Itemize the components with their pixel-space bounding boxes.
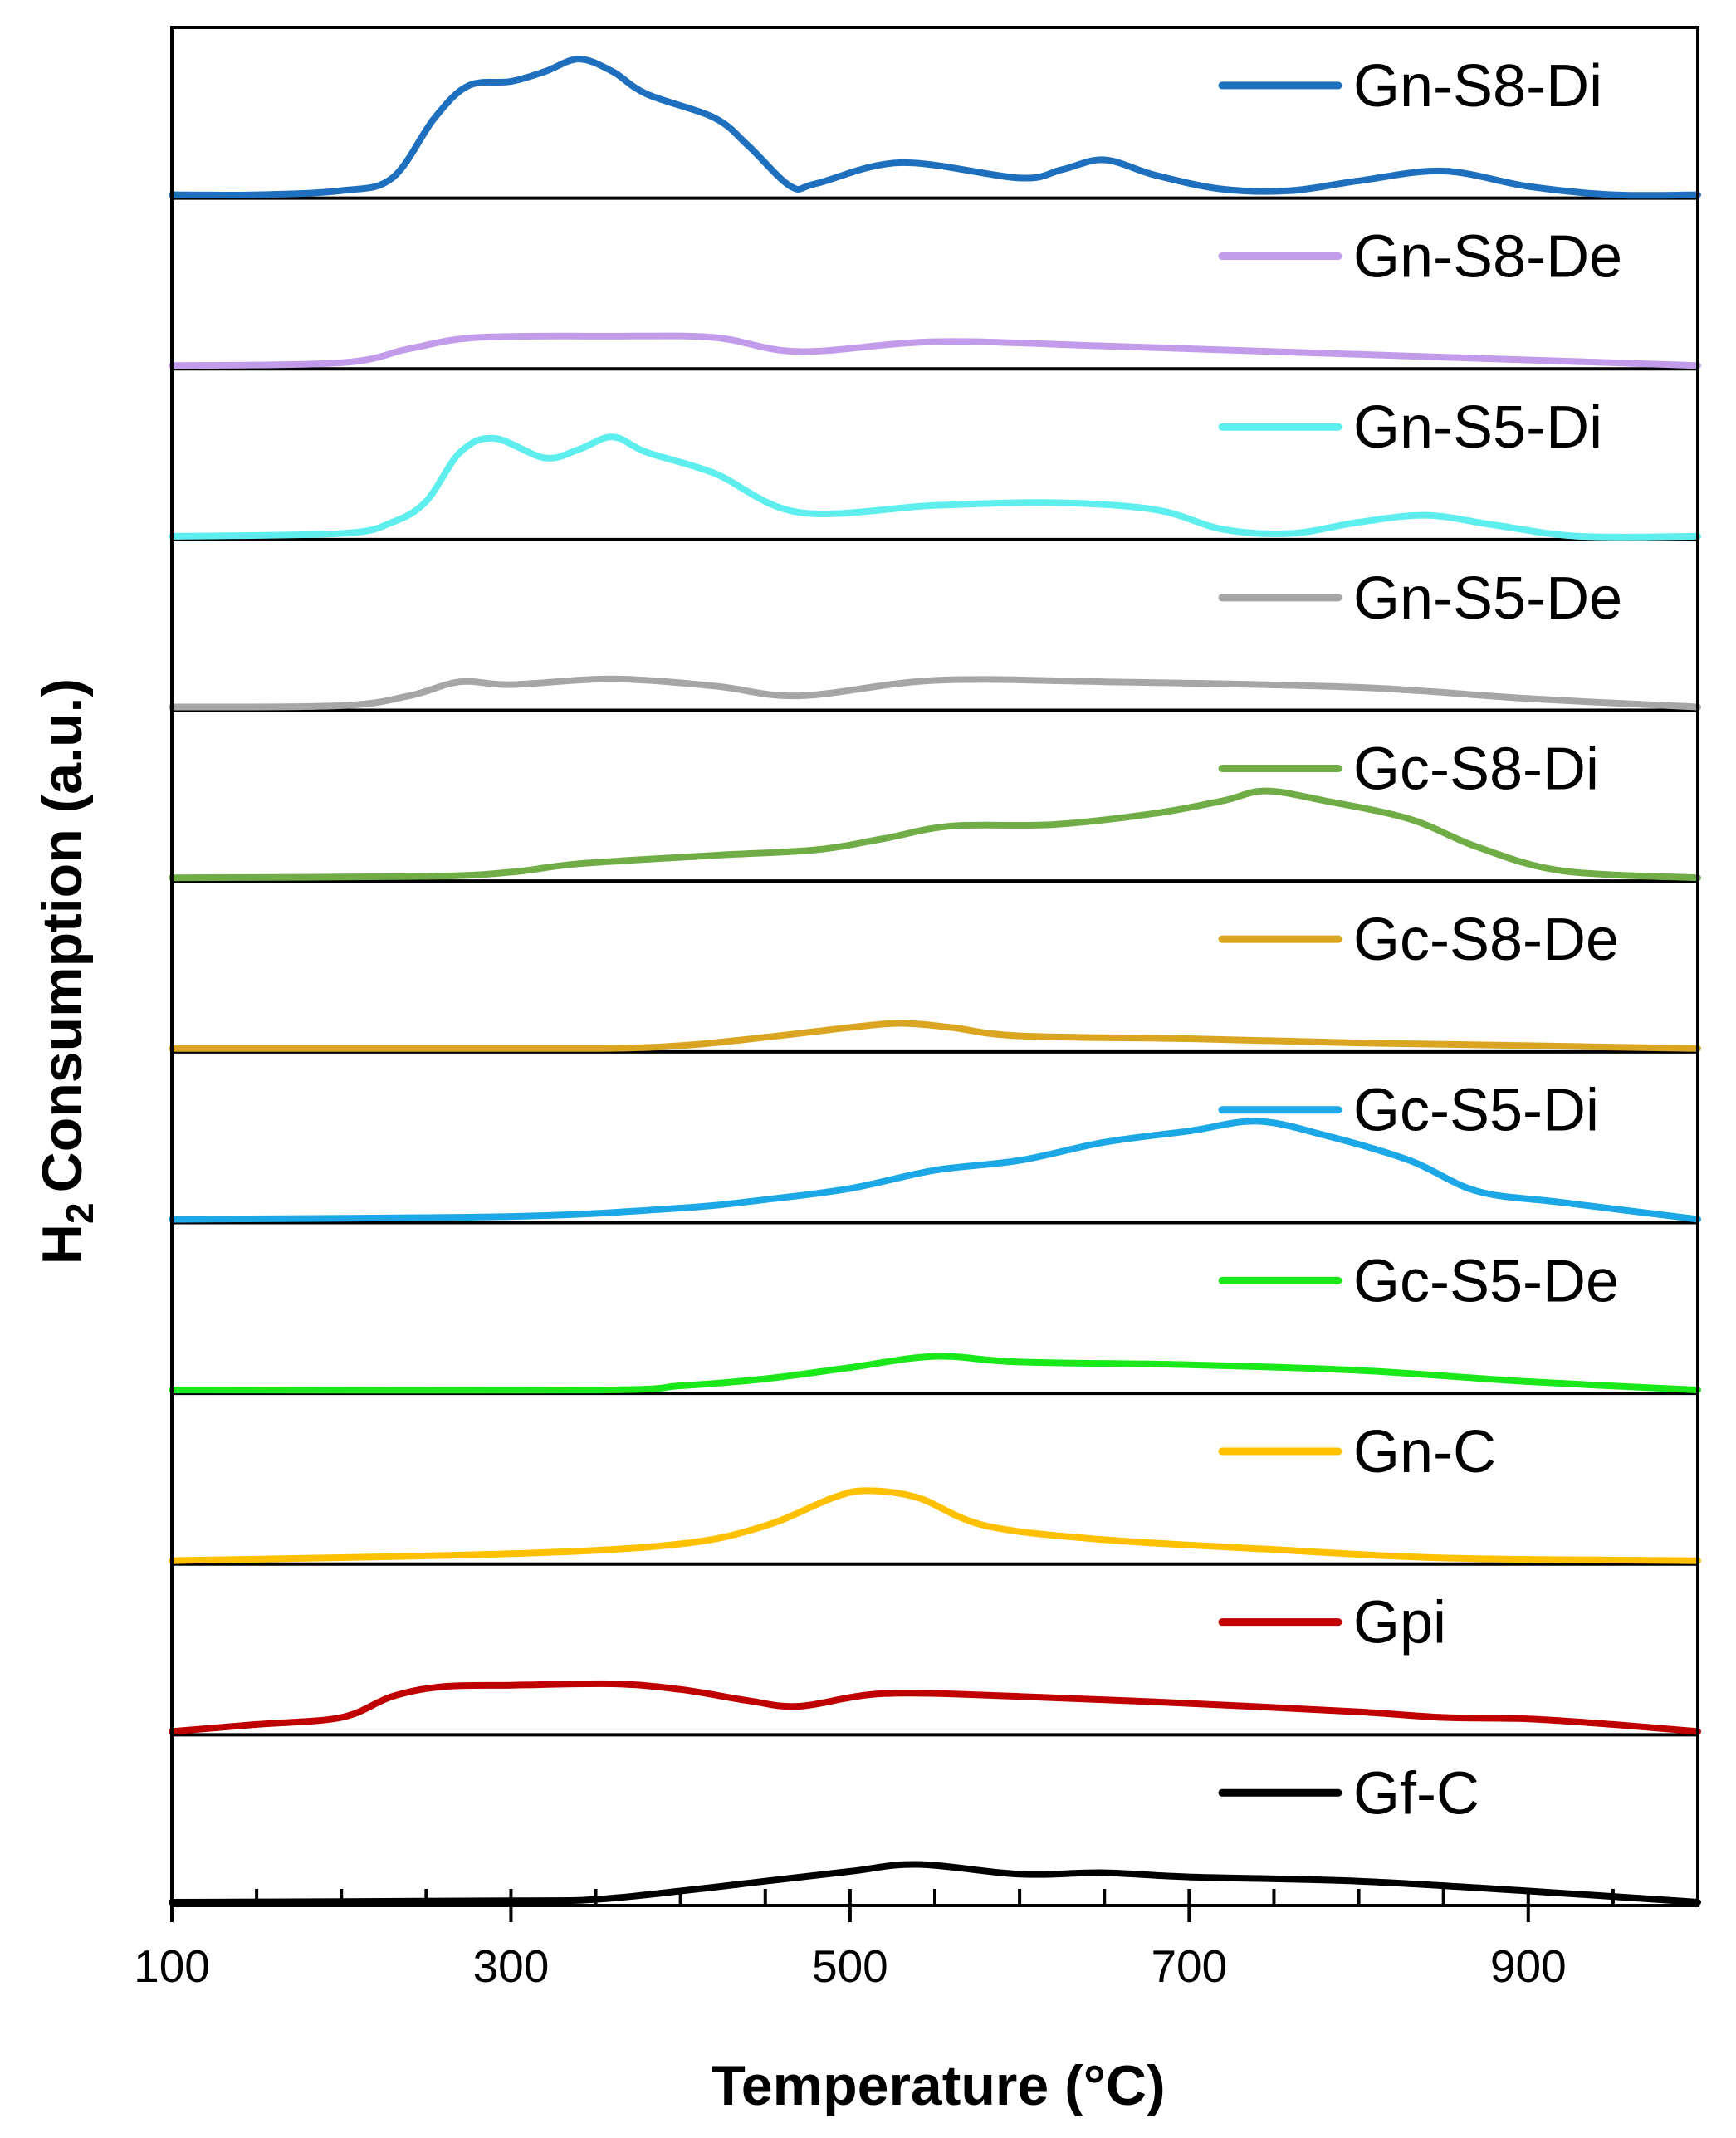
legend-label-gn-s8-de: Gn-S8-De bbox=[1353, 224, 1622, 291]
legend-entry-gn-s8-de: Gn-S8-De bbox=[1218, 224, 1622, 291]
legend-label-gpi: Gpi bbox=[1353, 1590, 1446, 1656]
series-line-gn-s8-di bbox=[169, 56, 1701, 199]
legend-entry-gn-s5-di: Gn-S5-Di bbox=[1218, 394, 1602, 461]
series-line-gc-s5-di bbox=[169, 1118, 1701, 1223]
legend-label-gn-s5-de: Gn-S5-De bbox=[1353, 565, 1622, 632]
legend-label-gc-s8-di: Gc-S8-Di bbox=[1353, 736, 1599, 802]
y-axis-title-subscript: 2 bbox=[58, 1202, 101, 1224]
x-tick-label-700: 700 bbox=[1151, 1940, 1227, 1992]
legend-layer: Gn-S8-Di Gn-S8-De Gn-S5-Di Gn-S5-De Gc-S8-Di… bbox=[1218, 53, 1622, 1827]
series-line-gc-s8-de bbox=[169, 1020, 1701, 1053]
series-line-gn-s5-de bbox=[169, 675, 1701, 711]
x-axis-title: Temperature (°C) bbox=[711, 2054, 1165, 2117]
legend-entry-gc-s5-de: Gc-S5-De bbox=[1218, 1248, 1619, 1314]
legend-entry-gn-s8-di: Gn-S8-Di bbox=[1218, 53, 1602, 120]
x-tick-label-100: 100 bbox=[134, 1940, 210, 1992]
legend-entry-gn-s5-de: Gn-S5-De bbox=[1218, 565, 1622, 632]
series-line-gpi bbox=[169, 1680, 1701, 1735]
legend-label-gc-s8-de: Gc-S8-De bbox=[1353, 907, 1619, 973]
x-tick-label-300: 300 bbox=[473, 1940, 550, 1992]
x-axis: 100 300 500 700 900 bbox=[134, 1889, 1699, 1992]
legend-label-gc-s5-de: Gc-S5-De bbox=[1353, 1248, 1619, 1314]
series-line-gf-c bbox=[169, 1861, 1701, 1906]
y-axis-title-h: H bbox=[31, 1224, 94, 1265]
series-line-gc-s5-de bbox=[169, 1353, 1701, 1394]
legend-label-gf-c: Gf-C bbox=[1353, 1760, 1479, 1827]
legend-label-gn-c: Gn-C bbox=[1353, 1419, 1496, 1485]
legend-entry-gc-s8-de: Gc-S8-De bbox=[1218, 907, 1619, 973]
legend-entry-gf-c: Gf-C bbox=[1218, 1760, 1479, 1827]
series-line-gn-s5-di bbox=[169, 433, 1701, 541]
series-line-gn-s8-de bbox=[169, 332, 1701, 369]
y-axis-title-rest: Consumption (a.u.) bbox=[31, 678, 94, 1192]
legend-entry-gc-s8-di: Gc-S8-Di bbox=[1218, 736, 1599, 802]
series-layer bbox=[169, 56, 1701, 1906]
legend-label-gn-s5-di: Gn-S5-Di bbox=[1353, 394, 1602, 461]
series-line-gc-s8-di bbox=[169, 787, 1701, 882]
legend-label-gc-s5-di: Gc-S5-Di bbox=[1353, 1078, 1599, 1144]
legend-entry-gc-s5-di: Gc-S5-Di bbox=[1218, 1078, 1599, 1144]
x-tick-label-900: 900 bbox=[1490, 1940, 1567, 1992]
legend-entry-gpi: Gpi bbox=[1218, 1590, 1446, 1656]
legend-entry-gn-c: Gn-C bbox=[1218, 1419, 1496, 1485]
legend-label-gn-s8-di: Gn-S8-Di bbox=[1353, 53, 1602, 120]
series-line-gn-c bbox=[169, 1487, 1701, 1564]
x-tick-label-500: 500 bbox=[812, 1940, 888, 1992]
y-axis-title: H2 Consumption (a.u.) bbox=[31, 678, 101, 1265]
